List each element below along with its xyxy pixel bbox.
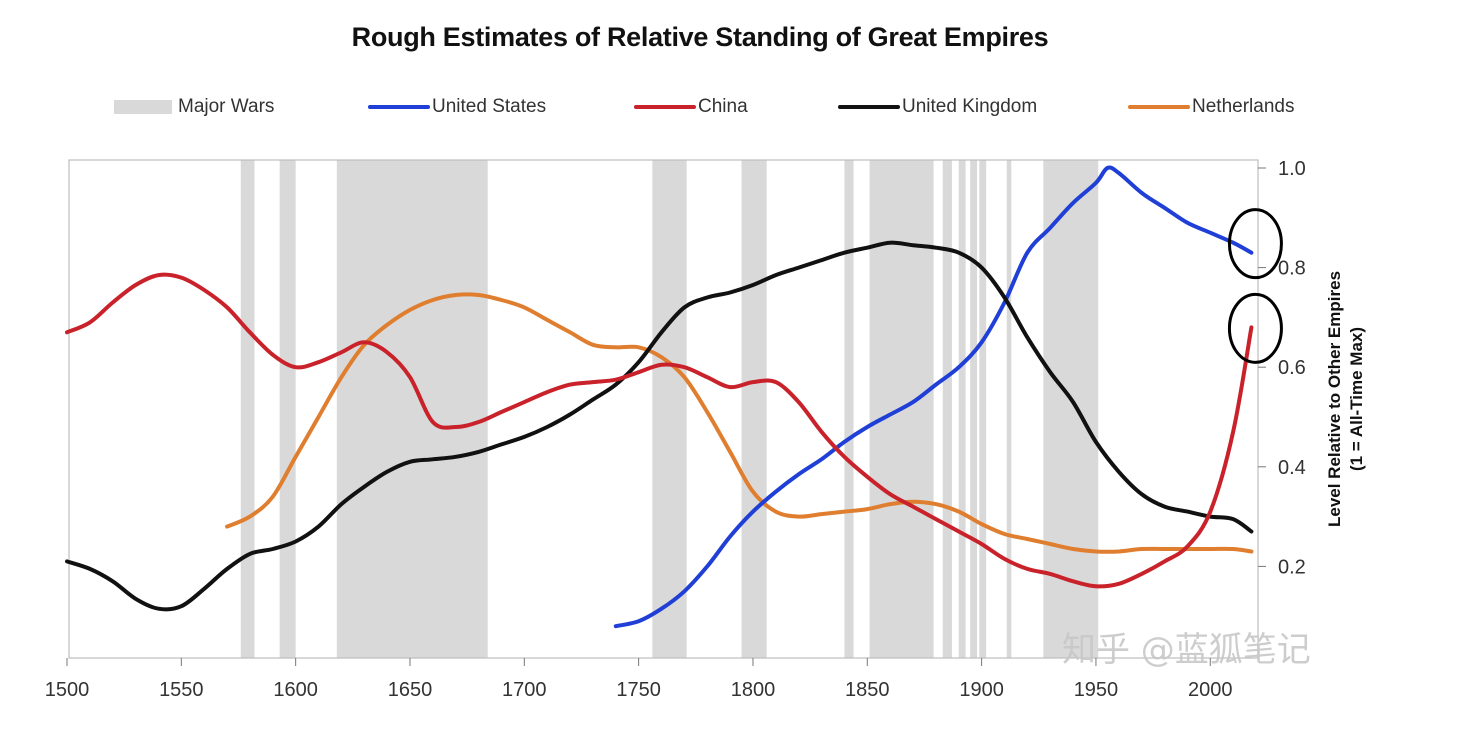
legend-label-china: China: [698, 96, 748, 117]
legend-label-united-states: United States: [432, 96, 547, 117]
legend-swatch-netherlands: [1128, 105, 1190, 109]
major-wars-layer: [240, 160, 1099, 658]
x-tick-label-1900: 1900: [959, 679, 1004, 701]
y-axis-sublabel: (1 = All-Time Max): [1347, 327, 1366, 471]
legend-item-united-states: United States: [368, 94, 546, 120]
war-band-1756-1771: [652, 160, 687, 658]
plot-frame: [68, 159, 1259, 659]
war-band-1795-1806: [741, 160, 767, 658]
y-axis-label: Level Relative to Other Empires: [1325, 271, 1344, 527]
x-tick-label-1850: 1850: [845, 679, 890, 701]
annotations-layer: [1227, 208, 1283, 364]
legend-label-netherlands: Netherlands: [1192, 96, 1295, 117]
war-band-1927-1951: [1043, 160, 1099, 658]
war-band-1840-1844: [844, 160, 854, 658]
y-tick-label-0.6: 0.6: [1278, 357, 1306, 379]
legend-label-united-kingdom: United Kingdom: [902, 96, 1038, 117]
watermark-text: 知乎 @蓝狐笔记: [1062, 630, 1311, 670]
war-band-1895-1898: [970, 160, 978, 658]
x-tick-label-1750: 1750: [616, 679, 661, 701]
legend-item-major-wars: Major Wars: [114, 94, 274, 120]
axes: 1500 1550 1600 1650 1700 1750 1800 1850 1900 1950…: [45, 158, 1306, 701]
annotation-circle-united-states: [1227, 208, 1283, 280]
legend-item-china: China: [634, 94, 748, 120]
x-tick-label-2000: 2000: [1188, 679, 1233, 701]
x-tick-label-1600: 1600: [273, 679, 318, 701]
war-band-1911-1913: [1006, 160, 1012, 658]
war-band-1618-1684: [336, 160, 488, 658]
x-tick-label-1550: 1550: [159, 679, 204, 701]
war-band-1899-1902: [979, 160, 987, 658]
series-line-united-states: [613, 165, 1254, 629]
legend-item-united-kingdom: United Kingdom: [838, 94, 1037, 120]
chart-legend: Major Wars United States China United Ki…: [0, 94, 1472, 120]
annotation-circle-china: [1227, 292, 1283, 364]
y-tick-label-0.4: 0.4: [1278, 457, 1306, 479]
legend-swatch-united-kingdom: [838, 105, 900, 109]
y-tick-label-0.8: 0.8: [1278, 258, 1306, 280]
series-line-united-kingdom: [65, 240, 1254, 612]
series-layer: [65, 165, 1254, 629]
x-tick-label-1500: 1500: [45, 679, 90, 701]
legend-item-netherlands: Netherlands: [1128, 94, 1294, 120]
series-line-china: [65, 272, 1254, 589]
legend-swatch-united-states: [368, 105, 430, 109]
war-band-1883-1887: [942, 160, 952, 658]
x-tick-label-1800: 1800: [731, 679, 776, 701]
y-tick-label-1: 1.0: [1278, 158, 1306, 180]
legend-label-major-wars: Major Wars: [178, 96, 275, 117]
war-band-1593-1600: [279, 160, 296, 658]
x-tick-label-1650: 1650: [388, 679, 433, 701]
y-tick-label-0.2: 0.2: [1278, 556, 1306, 578]
chart-title: Rough Estimates of Relative Standing of …: [351, 22, 1049, 52]
legend-swatch-china: [634, 105, 696, 109]
series-line-netherlands: [225, 292, 1254, 554]
x-tick-label-1700: 1700: [502, 679, 547, 701]
war-band-1576-1582: [240, 160, 255, 658]
war-band-1890-1893: [958, 160, 966, 658]
x-tick-label-1950: 1950: [1074, 679, 1119, 701]
chart-plot: 1500 1550 1600 1650 1700 1750 1800 1850 1900 1950…: [45, 158, 1366, 701]
legend-swatch-major-wars: [114, 100, 172, 114]
